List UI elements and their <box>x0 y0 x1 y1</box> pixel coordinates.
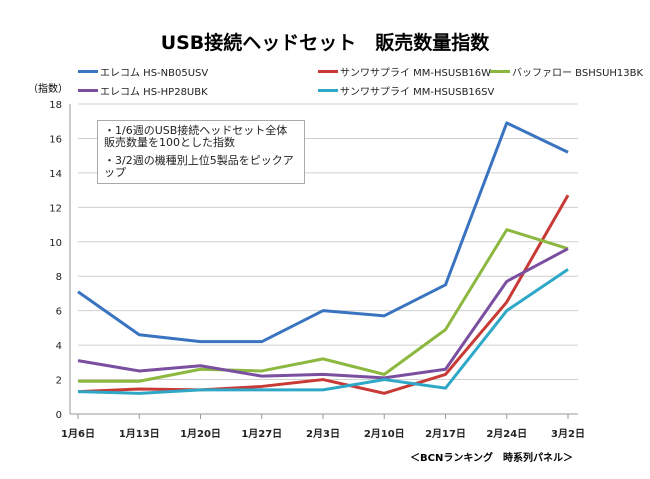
y-tick-label: 14 <box>49 169 62 180</box>
legend-swatch <box>78 89 98 92</box>
y-tick-label: 4 <box>56 341 62 352</box>
legend-label: サンワサプライ MM-HSUSB16SV <box>340 87 495 98</box>
y-tick-label: 8 <box>56 272 62 283</box>
legend-item: エレコム HS-HP28UBK <box>78 83 208 98</box>
source-label: ＜BCNランキング 時系列パネル＞ <box>410 453 574 464</box>
series-line-1 <box>77 194 570 395</box>
y-tick-label: 10 <box>49 238 62 249</box>
legend-item: バッファロー BSHSUH13BK <box>490 64 643 79</box>
legend-swatch <box>490 70 510 73</box>
x-tick-label: 3月2日 <box>551 428 585 440</box>
legend-item: エレコム HS-NB05USV <box>78 64 208 79</box>
x-tick-label: 1月13日 <box>119 428 160 440</box>
y-tick-label: 12 <box>49 203 62 214</box>
x-tick-label: 1月20日 <box>180 428 221 440</box>
legend-label: バッファロー BSHSUH13BK <box>512 68 644 79</box>
y-tick-label: 18 <box>49 100 62 111</box>
y-tick-label: 0 <box>56 410 62 421</box>
y-tick-label: 16 <box>49 134 62 145</box>
y-tick-label: 6 <box>56 307 62 318</box>
x-tick-label: 2月3日 <box>306 428 340 440</box>
legend-swatch <box>318 70 338 73</box>
series-line-2 <box>78 228 569 383</box>
annotation-box: ・1/6週のUSB接続ヘッドセット全体販売数量を100とした指数 ・3/2週の機… <box>97 120 305 184</box>
y-tick-label: 2 <box>56 376 62 387</box>
x-tick-label: 1月27日 <box>241 428 282 440</box>
annotation-2: ・3/2週の機種別上位5製品をピックアップ <box>104 154 294 179</box>
x-tick-label: 1月6日 <box>61 428 95 440</box>
y-axis-label: （指数） <box>28 84 68 95</box>
chart-title: USB接続ヘッドセット 販売数量指数 <box>160 32 490 54</box>
legend-label: サンワサプライ MM-HSUSB16W <box>340 68 492 79</box>
legend-item: サンワサプライ MM-HSUSB16SV <box>318 83 494 98</box>
x-tick-label: 2月24日 <box>486 428 527 440</box>
legend-swatch <box>78 70 98 73</box>
legend-swatch <box>318 89 338 92</box>
x-tick-label: 2月17日 <box>425 428 466 440</box>
x-tick-label: 2月10日 <box>364 428 405 440</box>
annotation-1: ・1/6週のUSB接続ヘッドセット全体販売数量を100とした指数 <box>104 124 288 149</box>
legend-label: エレコム HS-NB05USV <box>100 68 209 79</box>
legend-item: サンワサプライ MM-HSUSB16W <box>318 64 491 79</box>
legend-label: エレコム HS-HP28UBK <box>100 87 208 98</box>
